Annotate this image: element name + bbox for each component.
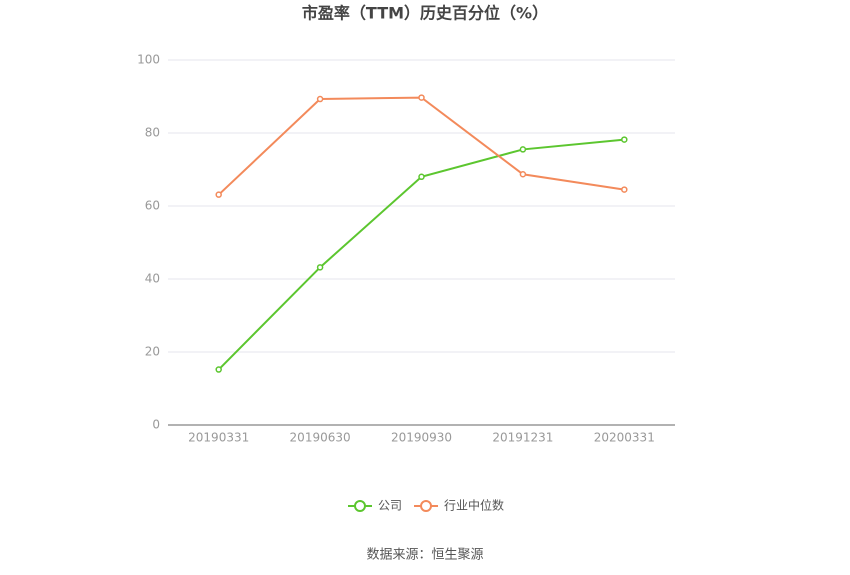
point [316,264,324,271]
x-tick-label: 20200331 [594,431,655,445]
y-tick-label: 40 [145,272,160,286]
point [215,366,222,373]
chart-title: 市盈率（TTM）历史百分位（%） [302,4,548,23]
legend-marker [354,500,366,512]
y-tick-label: 20 [145,345,160,359]
x-tick-label: 20190630 [290,431,351,445]
point [316,95,324,103]
point [519,170,527,178]
y-tick-label: 100 [137,53,160,67]
point [418,94,425,101]
legend-marker [420,500,433,512]
point [215,191,222,198]
x-tick-label: 20191231 [492,431,553,445]
point [519,146,527,153]
legend-label: 行业中位数 [444,498,504,513]
x-tick-label: 20190331 [188,431,249,445]
point [621,186,628,193]
y-tick-label: 0 [152,418,160,432]
point [621,136,628,143]
point [418,173,425,181]
y-tick-label: 60 [145,199,160,213]
source-note: 数据来源：恒生聚源 [366,548,483,563]
x-tick-label: 20190930 [391,431,452,445]
y-tick-label: 80 [145,126,160,140]
legend-label: 公司 [378,499,402,513]
